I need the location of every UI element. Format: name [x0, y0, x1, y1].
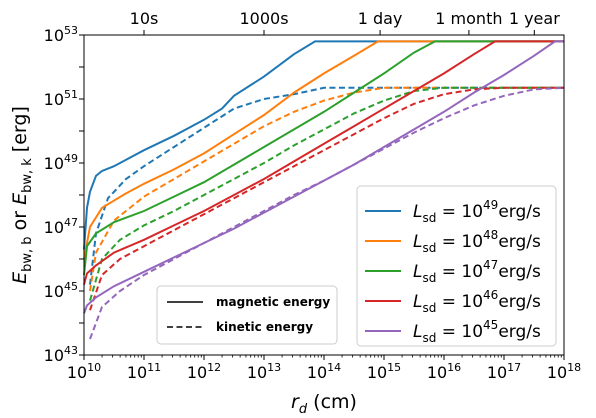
y-tick-label: 1049 [44, 152, 78, 173]
y-tick-label: 1051 [44, 88, 78, 109]
series-1-magnetic-line [83, 40, 564, 260]
x-tick-label: 1013 [247, 361, 281, 382]
x-tick-label: 1012 [187, 361, 221, 382]
x-tick-label: 1011 [127, 361, 161, 382]
y-axis-label: Ebw, b or Ebw, k [erg] [9, 106, 35, 284]
legend-label-2: Lsd = 1047erg/s [413, 258, 541, 285]
top-tick-label: 1 month [435, 9, 502, 28]
legend-label-1: Lsd = 1048erg/s [413, 228, 541, 255]
top-tick-label: 10s [130, 9, 159, 28]
top-tick-label: 1000s [239, 9, 288, 28]
x-tick-label: 1017 [487, 361, 521, 382]
x-tick-label: 1010 [67, 361, 101, 382]
series-layer [83, 40, 565, 340]
x-axis-label: rd (cm) [291, 391, 357, 417]
x-tick-label: 1016 [427, 361, 461, 382]
x-tick-label: 1015 [367, 361, 401, 382]
series-3-magnetic-line [83, 40, 564, 285]
series-0-magnetic-line [83, 40, 564, 250]
legend-label-3: Lsd = 1046erg/s [413, 288, 541, 315]
y-tick-label: 1043 [44, 344, 78, 365]
series-3-kinetic-line [89, 86, 564, 311]
legend-layer: Lsd = 1049erg/s Lsd = 1048erg/s Lsd = 1047… [356, 185, 557, 347]
y-tick-label: 1047 [44, 216, 78, 237]
label-layer: rd (cm) Ebw, b or Ebw, k [erg] [9, 106, 357, 417]
style-legend-box [156, 285, 338, 345]
top-tick-label: 1 year [509, 9, 560, 28]
tick-layer: 1010 1011 1012 1013 1014 1015 1016 1017 1018 1043… [44, 9, 582, 382]
series-0-kinetic-line [89, 86, 564, 285]
legend-label-0: Lsd = 1049erg/s [413, 198, 541, 225]
color-legend-box [356, 185, 557, 347]
top-tick-label: 1 day [358, 9, 403, 28]
series-2-magnetic-line [83, 40, 564, 276]
x-tick-label: 1014 [307, 361, 341, 382]
style-legend-layer: magnetic energy kinetic energy [156, 285, 338, 345]
style-legend-label-1: kinetic energy [216, 320, 313, 334]
series-2-kinetic-line [89, 86, 564, 301]
x-tick-label: 1018 [547, 361, 581, 382]
y-tick-label: 1045 [44, 280, 78, 301]
legend-label-4: Lsd = 1045erg/s [413, 318, 541, 345]
style-legend-label-0: magnetic energy [216, 295, 330, 309]
series-4-magnetic-line [83, 40, 564, 314]
y-tick-label: 1053 [44, 24, 78, 45]
